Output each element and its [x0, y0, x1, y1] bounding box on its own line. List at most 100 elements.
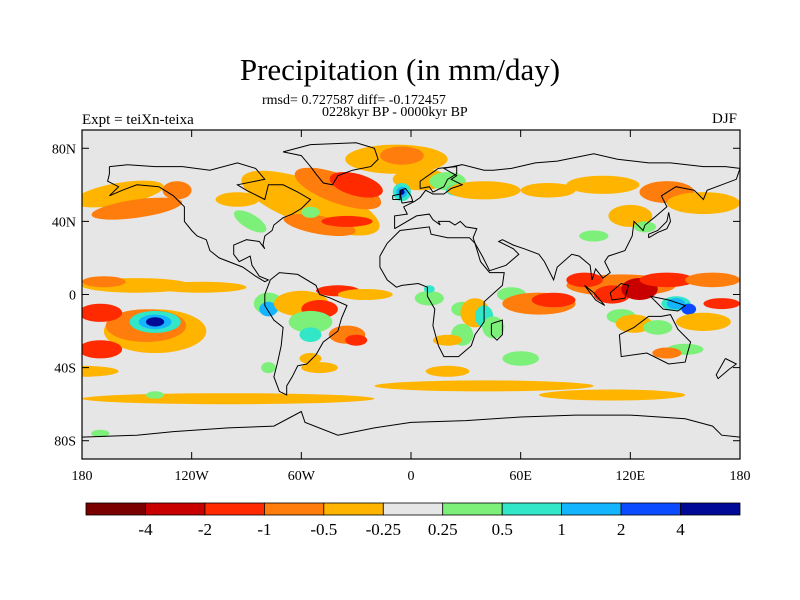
coastlines [82, 142, 740, 438]
anomaly-patch [502, 351, 539, 366]
anomaly-patch [539, 389, 686, 401]
coastline [264, 272, 348, 396]
anomaly-patch [579, 230, 609, 242]
anomaly-patch [425, 365, 470, 377]
colorbar-label: 0.5 [492, 520, 513, 539]
colorbar-swatch [204, 502, 265, 516]
anomaly-patch [146, 317, 165, 327]
stats-line: rmsd= 0.727587 diff= -0.172457 [262, 93, 446, 108]
colorbar-swatch [561, 502, 622, 516]
season-label: DJF [712, 111, 738, 127]
anomaly-patch [608, 204, 653, 227]
anomaly-patch [685, 272, 740, 288]
anomaly-patch [380, 146, 424, 165]
colorbar-label: 2 [617, 520, 626, 539]
anomaly-patch [652, 347, 682, 359]
anomaly-patch [666, 192, 740, 215]
anomaly-patch [82, 393, 375, 405]
colorbar-label: 4 [676, 520, 685, 539]
anomaly-patch [676, 312, 731, 331]
lon-tick-label: 60W [288, 469, 316, 484]
anomaly-patch [82, 180, 164, 208]
colorbar-label: -4 [138, 520, 153, 539]
anomaly-patch [337, 289, 393, 300]
coastline [609, 282, 630, 301]
anomaly-patch [374, 380, 594, 392]
lon-tick-label: 120E [616, 469, 646, 484]
colorbar-swatch [323, 502, 384, 516]
period-line: 0228kyr BP - 0000kyr BP [322, 105, 468, 120]
anomaly-patch [299, 327, 322, 343]
coastline [82, 410, 740, 438]
lat-tick-label: 80N [52, 142, 76, 157]
colorbar-swatch [501, 502, 563, 516]
anomaly-patch [615, 314, 653, 333]
coastline [648, 212, 672, 239]
lon-tick-label: 0 [408, 469, 415, 484]
lon-tick-label: 180 [72, 469, 93, 484]
anomaly-patch [301, 206, 320, 218]
anomaly-patch [155, 281, 247, 293]
plot-title: Precipitation (in mm/day) [239, 52, 561, 87]
colorbar-swatch [680, 502, 741, 516]
colorbar-label: 1 [557, 520, 566, 539]
anomaly-patch [321, 215, 373, 227]
experiment-label: Expt = teiXn-teixa [82, 112, 194, 128]
coastline [490, 319, 503, 341]
coastline [399, 187, 414, 204]
lat-tick-label: 40S [54, 362, 76, 377]
anomaly-patch [288, 310, 333, 333]
anomaly-patch [639, 272, 695, 288]
colorbar-swatch [145, 502, 206, 516]
anomaly-patch [283, 214, 356, 236]
anomaly-patch [643, 320, 673, 335]
anomaly-patch [531, 292, 576, 308]
lat-tick-label: 40N [52, 215, 76, 230]
lon-tick-label: 120W [175, 469, 210, 484]
coastline [419, 166, 458, 193]
colorbar-swatch [620, 502, 681, 516]
anomaly-patch [703, 298, 740, 310]
anomaly-patch [329, 172, 383, 198]
colorbar-swatch [263, 502, 325, 516]
anomaly-patch [301, 362, 338, 374]
map-axes: 80N 40N 0 40S 80S 180 120W 60W 0 60E 120E 180 [52, 130, 751, 484]
colorbar-swatch [442, 502, 503, 516]
anomaly-patch [447, 181, 521, 200]
anomaly-patch [482, 316, 505, 339]
coastline [394, 153, 740, 282]
anomaly-patch [345, 334, 368, 346]
coastline [618, 314, 692, 365]
anomaly-patch [634, 221, 656, 233]
coastline [379, 226, 505, 358]
anomaly-patch [520, 183, 576, 198]
colorbar-swatch [382, 502, 444, 516]
coastline [282, 142, 379, 186]
coastline [107, 162, 312, 283]
precipitation-field [82, 130, 740, 459]
coastline [715, 358, 738, 380]
anomaly-patch [299, 353, 322, 364]
colorbar-label: -1 [257, 520, 271, 539]
anomaly-patch [91, 429, 110, 438]
anomaly-patch [566, 272, 603, 288]
anomaly-patch [146, 391, 165, 399]
anomaly-patch [681, 303, 697, 315]
colorbar-swatch [85, 502, 146, 516]
anomaly-patch [82, 365, 119, 377]
colorbar-label: -0.25 [366, 520, 401, 539]
colorbar-label: -0.5 [310, 520, 337, 539]
colorbar-label: -2 [198, 520, 212, 539]
coastline [584, 285, 606, 306]
anomaly-patch [82, 340, 123, 359]
colorbar-label: 0.25 [428, 520, 458, 539]
anomaly-patch [215, 192, 260, 207]
lat-tick-label: 80S [54, 435, 76, 450]
anomaly-patch [433, 334, 463, 346]
anomaly-patch [566, 175, 640, 194]
anomaly-patch [91, 197, 183, 220]
lat-tick-label: 0 [69, 289, 76, 304]
anomaly-patch [259, 301, 278, 317]
lon-tick-label: 180 [730, 469, 751, 484]
